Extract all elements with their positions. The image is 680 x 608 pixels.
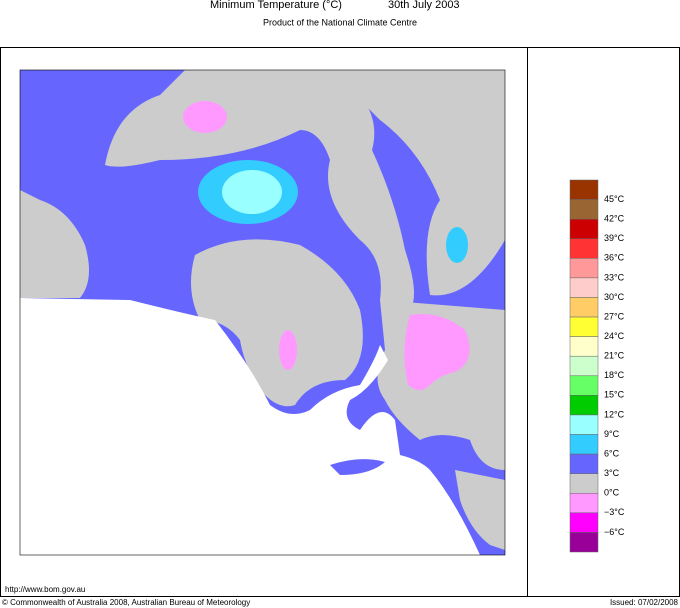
date: 30th July 2003 xyxy=(388,0,460,11)
ocean xyxy=(20,298,480,555)
legend-label: 6°C xyxy=(604,448,620,458)
grey-region xyxy=(20,190,89,298)
title: Minimum Temperature (°C) xyxy=(210,0,342,11)
legend-swatch xyxy=(569,473,599,494)
legend-swatch xyxy=(569,355,599,377)
legend-swatch xyxy=(569,258,599,279)
legend-swatch xyxy=(569,493,599,514)
subtitle: Product of the National Climate Centre xyxy=(263,17,417,27)
legend-label: 27°C xyxy=(604,311,625,321)
grey-region xyxy=(191,239,363,407)
legend-label: 24°C xyxy=(604,331,625,341)
legend-swatch xyxy=(569,375,599,396)
legend-label: 30°C xyxy=(604,292,625,302)
frost-region xyxy=(183,101,227,133)
legend-swatch xyxy=(569,277,599,298)
island xyxy=(330,459,385,475)
grey-region xyxy=(455,470,505,550)
copyright: © Commonwealth of Australia 2008, Austra… xyxy=(2,598,250,607)
legend-label: −3°C xyxy=(604,507,625,517)
legend-label: 9°C xyxy=(604,429,620,439)
legend-swatch xyxy=(569,414,599,435)
legend-label: 0°C xyxy=(604,488,620,498)
legend-swatch xyxy=(569,199,599,220)
legend: 45°C 42°C 39°C 36°C 33°C 30°C 27°C 24°C 21°C 18°C… xyxy=(569,179,625,553)
legend-label: −6°C xyxy=(604,527,625,537)
legend-label: 12°C xyxy=(604,409,625,419)
frost-region xyxy=(279,330,297,370)
legend-swatch xyxy=(569,297,599,318)
frost-region xyxy=(404,314,470,390)
grey-region xyxy=(105,70,414,310)
cool-region xyxy=(222,170,282,214)
legend-swatch xyxy=(569,218,599,239)
legend-swatch xyxy=(569,453,599,474)
legend-swatch xyxy=(569,512,599,533)
legend-swatch xyxy=(569,179,599,200)
legend-swatch xyxy=(569,434,599,455)
cool-region xyxy=(446,227,468,263)
legend-label: 3°C xyxy=(604,468,620,478)
legend-label: 45°C xyxy=(604,194,625,204)
legend-label: 36°C xyxy=(604,253,625,263)
legend-swatch xyxy=(569,395,599,416)
legend-label: 15°C xyxy=(604,390,625,400)
legend-label: 21°C xyxy=(604,351,625,361)
legend-label: 42°C xyxy=(604,214,625,224)
map xyxy=(19,69,506,556)
map-border xyxy=(19,69,506,556)
legend-label: 33°C xyxy=(604,272,625,282)
legend-swatch xyxy=(569,238,599,259)
legend-label: 18°C xyxy=(604,370,625,380)
legend-label: 39°C xyxy=(604,233,625,243)
legend-swatch xyxy=(569,316,599,337)
legend-swatch xyxy=(569,532,599,553)
legend-swatch xyxy=(569,336,599,357)
issued-date: Issued: 07/02/2008 xyxy=(610,598,679,607)
source-url: http://www.bom.gov.au xyxy=(5,585,85,594)
